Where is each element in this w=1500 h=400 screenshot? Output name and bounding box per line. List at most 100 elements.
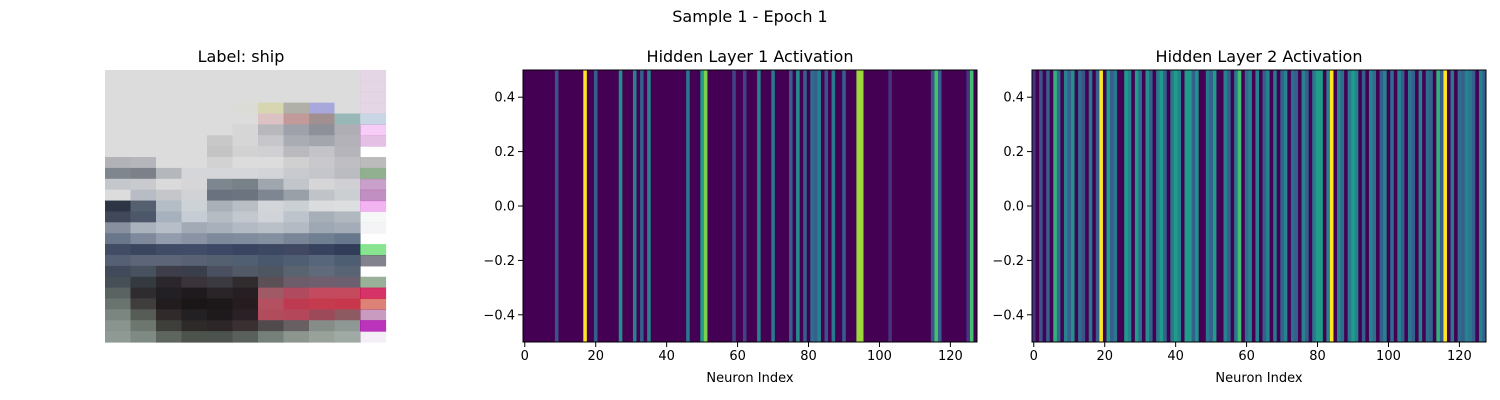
heatmap-cell [710, 70, 715, 342]
heatmap-cell [696, 70, 701, 342]
heatmap-cell [1305, 70, 1310, 342]
image-pixel [207, 102, 234, 115]
image-pixel [283, 102, 310, 115]
image-pixel [309, 102, 336, 115]
heatmap2-axes: 0 20 40 60 80 100 120 −0.4 −0.2 0.0 0.2 0.4 [992, 69, 1487, 364]
heatmap-cell [664, 70, 669, 342]
image-pixel [181, 222, 208, 234]
image-pixel [156, 135, 183, 147]
image-pixel [181, 70, 208, 82]
heatmap-cell [1124, 70, 1129, 342]
image-pixel [181, 309, 208, 321]
image-pixel [360, 254, 387, 267]
y-tick-label: 0.0 [494, 200, 515, 215]
x-tick-label: 0 [521, 349, 529, 364]
image-pixel [156, 276, 183, 289]
image-pixel [156, 222, 183, 234]
heatmap-cell [760, 70, 765, 342]
heatmap-cell [583, 70, 588, 342]
image-pixel [258, 200, 285, 213]
image-pixel [258, 91, 285, 104]
image-pixel [130, 265, 157, 278]
heatmap-cell [1329, 70, 1334, 342]
heatmap-cell [632, 70, 637, 342]
heatmap-cell [1234, 70, 1239, 342]
ship-image [105, 70, 387, 343]
image-pixel [130, 320, 157, 332]
heatmap-cell [1319, 70, 1324, 342]
heatmap-cell [1287, 70, 1292, 342]
heatmap-cell [1393, 70, 1398, 342]
heatmap-cell [820, 70, 825, 342]
image-pixel [283, 200, 310, 213]
image-pixel [207, 167, 234, 180]
heatmap-cell [1404, 70, 1409, 342]
image-pixel [360, 233, 386, 244]
heatmap-cell [1244, 70, 1249, 342]
heatmap-cell [838, 70, 843, 342]
image-pixel [360, 331, 387, 343]
image-pixel [309, 265, 336, 278]
image-pixel [105, 276, 132, 289]
heatmap-cell [1081, 70, 1086, 342]
image-pixel [258, 233, 285, 245]
heatmap-cell [1283, 70, 1288, 342]
image-pixel [334, 102, 361, 115]
heatmap-cell [1358, 70, 1363, 342]
heatmap-cell [1333, 70, 1338, 342]
image-pixel [207, 200, 234, 213]
image-pixel [232, 157, 259, 169]
image-pixel [232, 200, 259, 213]
heatmap-cell [750, 70, 754, 342]
heatmap-cell [579, 70, 584, 342]
heatmap-cell [608, 70, 613, 342]
y-tick-label: 0.2 [1003, 145, 1024, 160]
heatmap-cell [962, 70, 967, 342]
image-pixel [156, 146, 183, 158]
heatmap-cell [1195, 70, 1200, 342]
image-pixel [360, 266, 386, 277]
heatmap-cell [1191, 70, 1196, 342]
image-pixel [360, 222, 387, 234]
x-tick-label: 80 [1309, 349, 1326, 364]
heatmap-cell [930, 70, 935, 342]
heatmap-cell [1248, 70, 1253, 342]
heatmap2-title: Hidden Layer 2 Activation [1156, 47, 1363, 66]
heatmap-cell [948, 70, 953, 342]
image-pixel [130, 233, 157, 245]
heatmap-cell [1368, 70, 1373, 342]
image-pixel [334, 70, 361, 82]
heatmap-cell [895, 70, 900, 342]
image-pixel [334, 222, 361, 234]
image-pixel [207, 178, 234, 191]
heatmap-cell [1241, 70, 1246, 342]
image-pixel [309, 244, 336, 256]
image-pixel [105, 70, 132, 82]
image-pixel [334, 233, 361, 245]
heatmap-cell [647, 70, 652, 342]
heatmap-cell [1436, 70, 1441, 342]
image-pixel [360, 91, 387, 104]
heatmap-cell [806, 70, 811, 342]
heatmap-cell [1312, 70, 1317, 342]
image-pixel [309, 254, 336, 267]
image-pixel [283, 287, 310, 300]
heatmap-cell [1092, 70, 1097, 342]
image-pixel [360, 320, 387, 332]
heatmap-cell [1156, 70, 1161, 342]
image-pixel [130, 113, 157, 125]
image-pixel [130, 80, 157, 93]
y-tick-label: −0.2 [483, 254, 515, 269]
image-pixel [130, 298, 157, 310]
image-pixel [334, 80, 361, 93]
heatmap-cell [1205, 70, 1210, 342]
heatmap-cell [1344, 70, 1349, 342]
heatmap-cell [955, 70, 960, 342]
heatmap-cell [551, 70, 556, 342]
heatmap-cell [969, 70, 974, 342]
image-pixel [258, 167, 285, 180]
image-pixel [360, 178, 387, 191]
image-pixel [207, 276, 234, 289]
heatmap-cell [1475, 70, 1480, 342]
